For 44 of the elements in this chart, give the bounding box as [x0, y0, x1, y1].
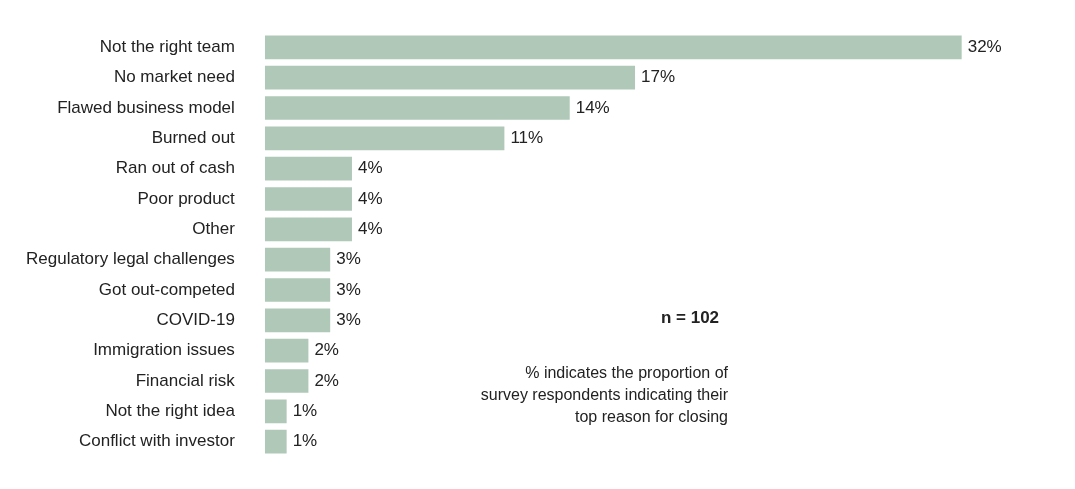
bar — [264, 369, 309, 393]
data-label: 1% — [292, 400, 318, 420]
y-tick-label: COVID-19 — [156, 310, 235, 330]
annotation: % indicates the proportion of survey respondents indicating their top reason for closing — [480, 363, 728, 427]
data-label: 4% — [357, 158, 383, 178]
data-label: 1% — [292, 431, 318, 451]
bar — [264, 156, 352, 181]
bar — [264, 187, 352, 211]
data-label: 2% — [314, 370, 339, 390]
y-tick-label: No market need — [113, 67, 235, 87]
data-label: 14% — [575, 97, 610, 117]
y-tick-label: Flawed business model — [57, 97, 235, 117]
data-label: 32% — [967, 37, 1002, 57]
bar — [264, 96, 570, 120]
bar — [264, 429, 287, 454]
y-tick-label: Got out-competed — [98, 279, 235, 299]
data-label: 17% — [641, 67, 676, 87]
data-label: 2% — [314, 340, 339, 360]
y-tick-label: Regulatory legal challenges — [26, 249, 235, 269]
y-tick-label: Poor product — [137, 188, 236, 208]
bar — [264, 247, 331, 272]
annotation: n = 102 — [659, 308, 721, 328]
y-tick-label: Immigration issues — [93, 340, 235, 360]
bar — [264, 126, 505, 151]
data-label: 3% — [336, 249, 361, 269]
bar — [264, 338, 309, 363]
y-tick-label: Not the right idea — [105, 400, 236, 420]
bar — [264, 308, 331, 333]
bar — [264, 278, 331, 302]
y-tick-label: Financial risk — [135, 370, 236, 390]
y-tick-label: Conflict with investor — [78, 431, 236, 451]
data-label: 3% — [336, 310, 361, 330]
data-label: 4% — [357, 188, 383, 208]
data-label: 3% — [336, 279, 361, 299]
y-tick-label: Not the right team — [99, 37, 235, 57]
y-tick-label: Other — [192, 219, 236, 239]
bar — [264, 35, 962, 60]
data-label: 11% — [510, 128, 544, 148]
y-tick-label: Burned out — [151, 128, 236, 148]
bar — [264, 217, 352, 242]
bar — [264, 399, 287, 424]
bar — [264, 65, 636, 90]
y-tick-label: Ran out of cash — [115, 158, 235, 178]
data-label: 4% — [357, 219, 383, 239]
